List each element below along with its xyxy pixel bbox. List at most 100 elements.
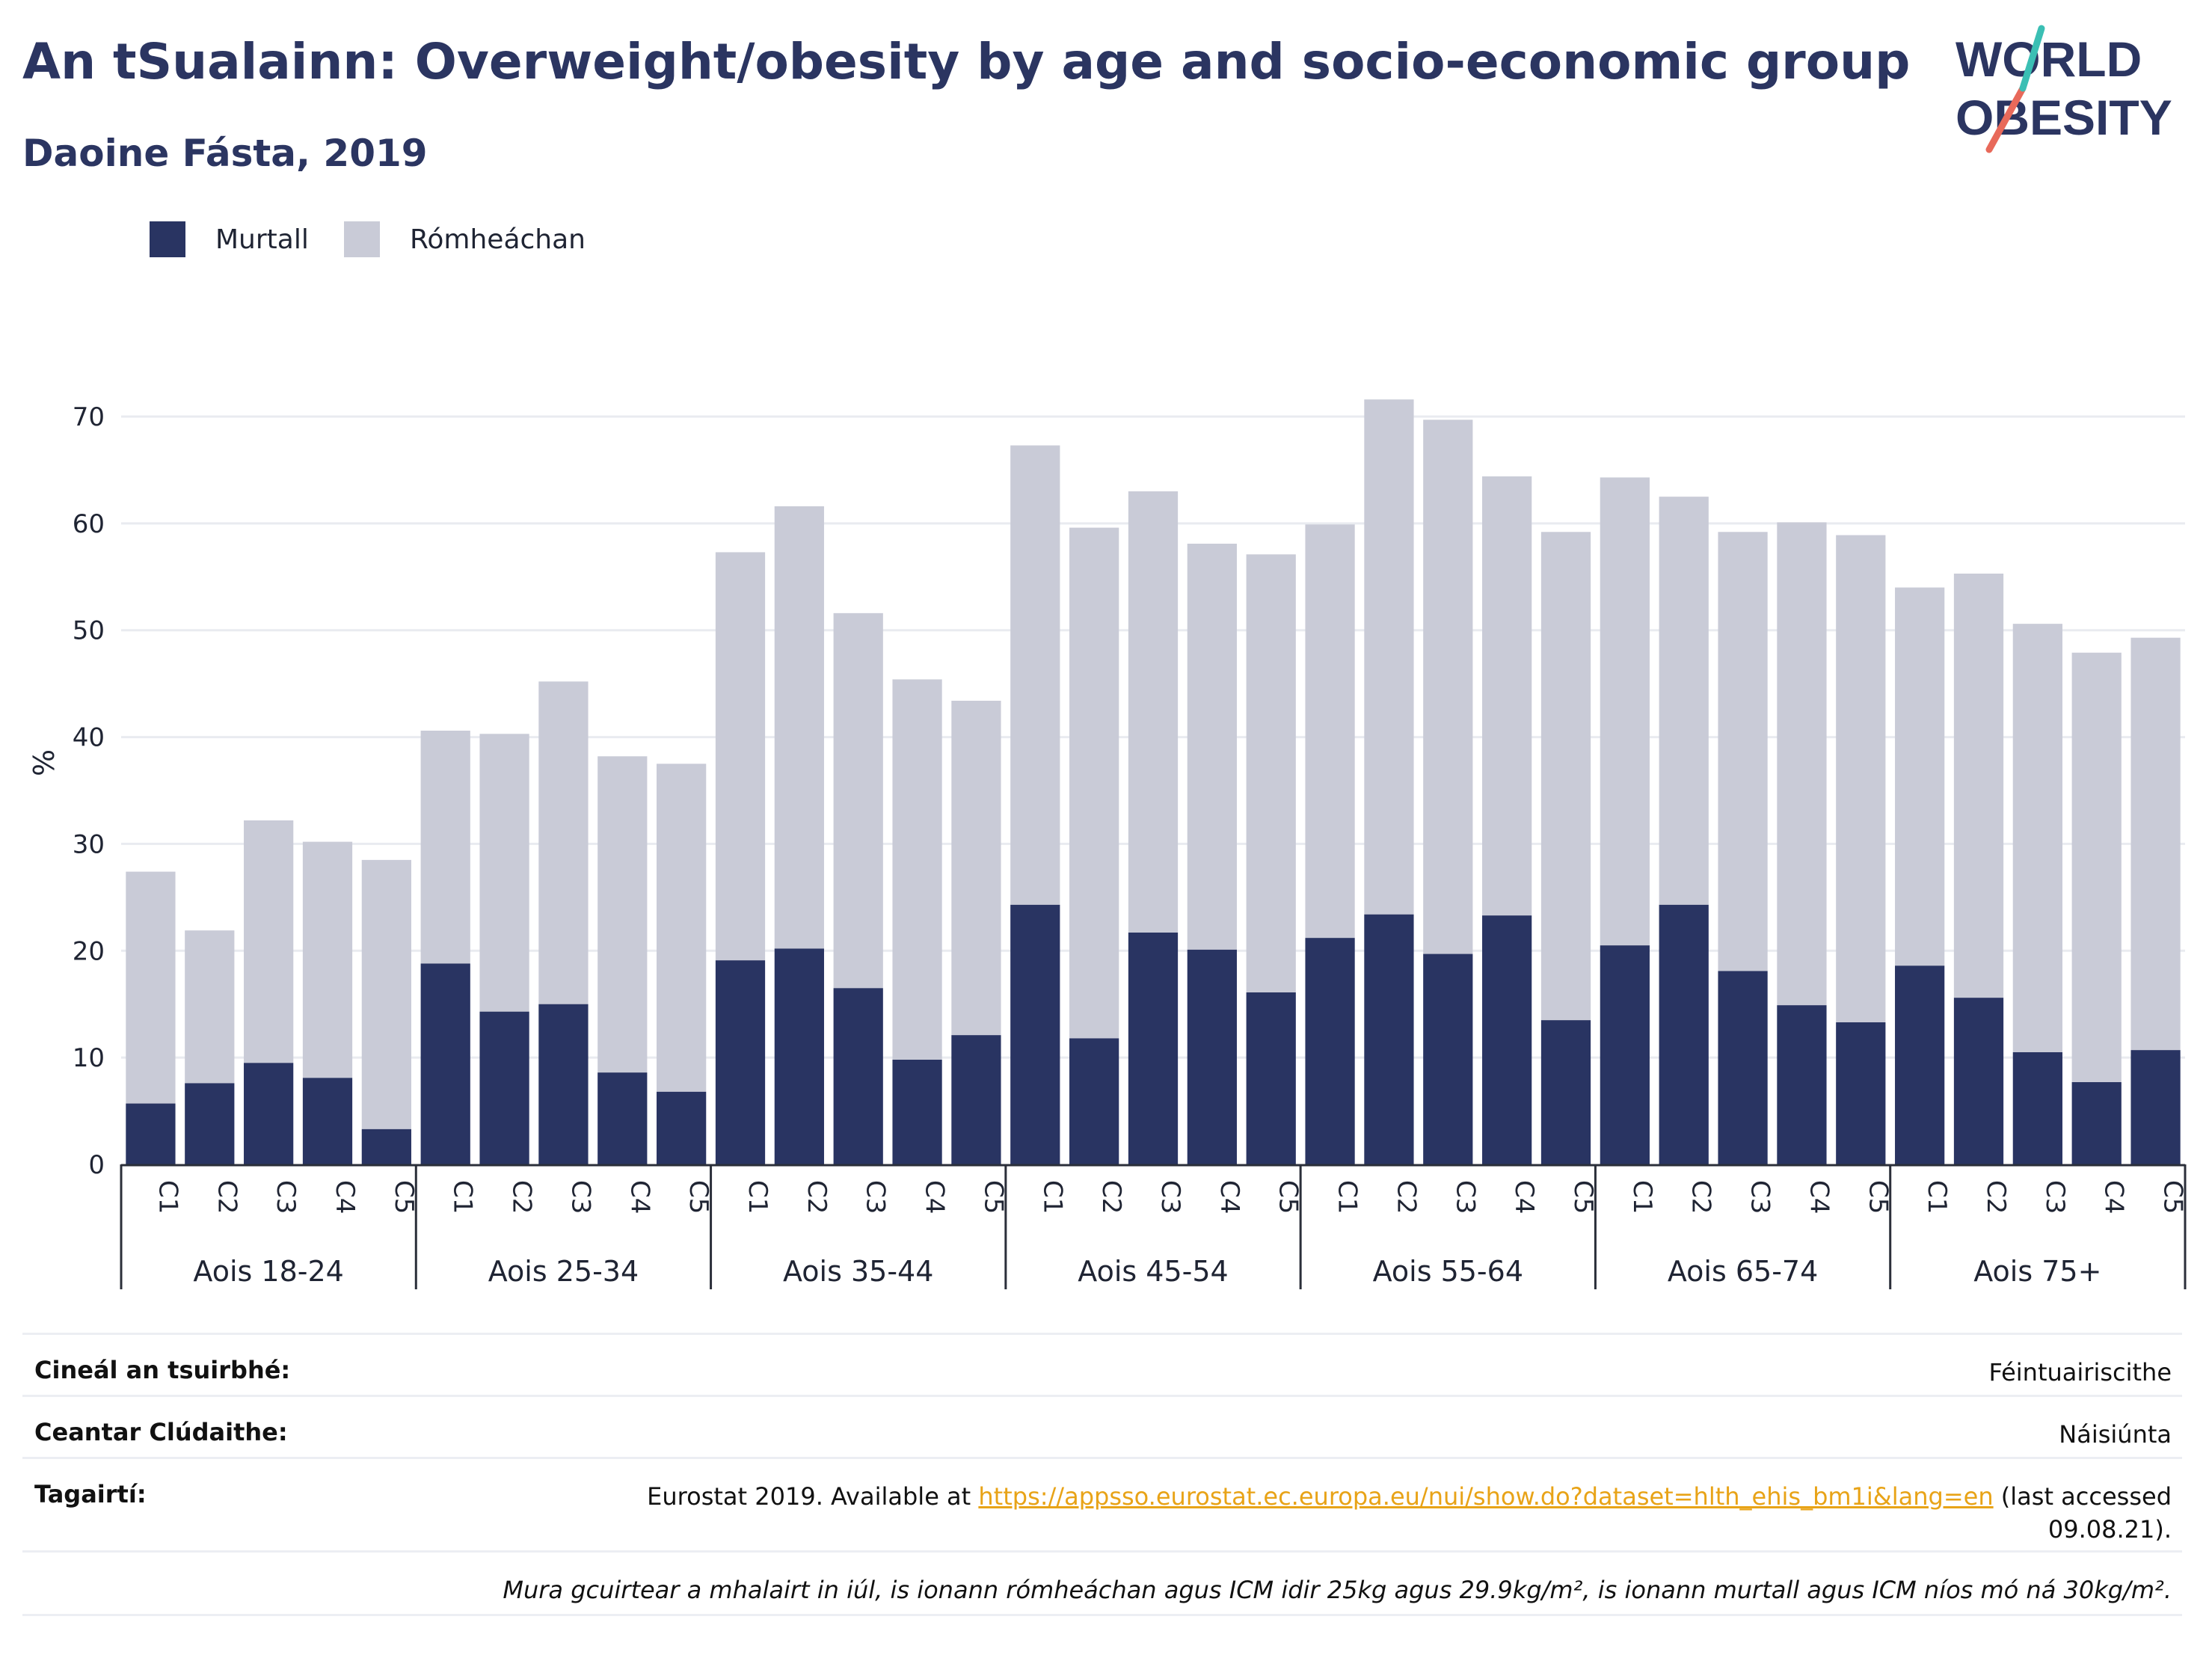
y-tick-label: 30 [73, 829, 105, 859]
x-tick-label: C1 [1333, 1180, 1362, 1214]
bar-romheachan [1836, 535, 1886, 1022]
bar-murtall [2012, 1052, 2062, 1164]
bar-murtall [1718, 971, 1768, 1164]
bar-romheachan [1423, 420, 1473, 954]
chart-subtitle: Daoine Fásta, 2019 [22, 132, 428, 175]
x-tick-label: C1 [448, 1180, 478, 1214]
x-tick-label: C2 [212, 1180, 242, 1214]
reference-link[interactable]: https://appsso.eurostat.ec.europa.eu/nui… [978, 1482, 1994, 1511]
ref-date: 09.08.21). [2047, 1515, 2172, 1544]
x-tick-label: C3 [565, 1180, 595, 1214]
bar-romheachan [1364, 399, 1414, 915]
y-tick-label: 60 [73, 509, 105, 539]
metadata-table: Cineál an tsuirbhé: Féintuairiscithe Cea… [22, 1333, 2182, 1616]
x-tick-label: C4 [1214, 1180, 1244, 1214]
bar-romheachan [1953, 574, 2004, 998]
bar-romheachan [597, 756, 648, 1073]
x-tick-label: C1 [1037, 1180, 1067, 1214]
x-tick-label: C5 [1568, 1180, 1598, 1214]
bar-romheachan [1010, 445, 1060, 905]
x-tick-label: C4 [330, 1180, 360, 1214]
x-tick-label: C2 [1391, 1180, 1421, 1214]
y-tick-label: 10 [73, 1043, 105, 1073]
x-tick-label: C4 [1509, 1180, 1539, 1214]
bar-murtall [657, 1091, 707, 1164]
x-tick-label: C1 [1627, 1180, 1657, 1214]
bar-murtall [1482, 915, 1532, 1164]
bar-murtall [420, 963, 470, 1164]
bar-romheachan [833, 612, 883, 989]
x-tick-label: C4 [920, 1180, 950, 1214]
y-tick-label: 40 [73, 723, 105, 753]
x-tick-label: C2 [1981, 1180, 2011, 1214]
bar-romheachan [1187, 544, 1237, 950]
x-tick-label: C4 [624, 1180, 654, 1214]
bar-romheachan [126, 871, 176, 1104]
bar-romheachan [1777, 522, 1827, 1006]
legend-item-murtall[interactable]: Murtall [150, 218, 309, 260]
logo-word-2: OBESITY [1956, 90, 2172, 145]
bar-murtall [361, 1129, 411, 1164]
bar-murtall [126, 1103, 176, 1164]
meta-row-coverage: Ceantar Clúdaithe: Náisiúnta [22, 1395, 2182, 1457]
bar-romheachan [1128, 491, 1179, 933]
legend-item-romheachan[interactable]: Rómheáchan [344, 218, 586, 260]
chart-title: An tSualainn: Overweight/obesity by age … [22, 33, 1911, 90]
x-tick-label: C1 [153, 1180, 182, 1214]
ref-suffix: (last accessed [1993, 1482, 2172, 1511]
bar-murtall [1364, 914, 1414, 1164]
x-tick-label: C5 [683, 1180, 713, 1214]
bar-romheachan [361, 859, 411, 1129]
bar-murtall [1836, 1022, 1886, 1164]
bar-murtall [1069, 1038, 1119, 1164]
bar-murtall [833, 988, 883, 1164]
bar-romheachan [244, 820, 294, 1063]
bar-romheachan [2071, 652, 2122, 1082]
group-label: Aois 65-74 [1668, 1255, 1818, 1288]
bar-murtall [1423, 954, 1473, 1164]
world-obesity-logo: WORLD OBESITY [1956, 25, 2172, 153]
bar-romheachan [715, 552, 766, 961]
bar-romheachan [2130, 637, 2181, 1051]
bar-murtall [892, 1060, 942, 1164]
bar-romheachan [892, 679, 942, 1060]
meta-val-references: Eurostat 2019. Available at https://apps… [647, 1480, 2172, 1546]
bar-romheachan [1718, 532, 1768, 971]
bar-murtall [1010, 904, 1060, 1164]
x-tick-label: C1 [743, 1180, 772, 1214]
y-tick-label: 20 [73, 936, 105, 966]
bar-murtall [1659, 904, 1709, 1164]
logo-slash-red [1985, 85, 2027, 153]
bar-romheachan [1895, 587, 1945, 966]
bar-murtall [185, 1083, 235, 1164]
bar-murtall [479, 1011, 529, 1164]
bar-romheachan [657, 764, 707, 1092]
bar-murtall [715, 960, 766, 1164]
legend-label-murtall: Murtall [215, 224, 309, 255]
x-tick-label: C4 [1804, 1180, 1834, 1214]
bar-romheachan [1305, 524, 1355, 939]
meta-row-note: Mura gcuirtear a mhalairt in iúl, is ion… [22, 1550, 2182, 1616]
y-tick-label: 50 [73, 616, 105, 646]
group-label: Aois 18-24 [193, 1255, 343, 1288]
legend-swatch-murtall [150, 221, 185, 257]
bar-romheachan [1540, 532, 1591, 1021]
bar-murtall [1600, 945, 1650, 1164]
meta-key-references: Tagairtí: [34, 1480, 147, 1508]
meta-val-coverage: Náisiúnta [2059, 1420, 2172, 1449]
bar-murtall [2071, 1082, 2122, 1164]
bar-murtall [1540, 1020, 1591, 1164]
logo-word-1: WORLD [1956, 31, 2142, 87]
bar-chart: 0 10 20 30 40 50 60 70% C1 C2 C3 C4 C5 C1 C2 C3 C4 C5 C1 C2… [28, 399, 2188, 1289]
x-tick-label: C5 [389, 1180, 419, 1214]
meta-key-coverage: Ceantar Clúdaithe: [34, 1418, 288, 1446]
group-label: Aois 45-54 [1078, 1255, 1228, 1288]
x-tick-label: C2 [802, 1180, 832, 1214]
group-label: Aois 55-64 [1373, 1255, 1523, 1288]
x-tick-label: C3 [1450, 1180, 1480, 1214]
bar-romheachan [1659, 497, 1709, 905]
x-tick-label: C5 [2158, 1180, 2188, 1214]
y-tick-label: 0 [88, 1150, 105, 1180]
x-tick-label: C3 [271, 1180, 301, 1214]
x-tick-label: C5 [1863, 1180, 1893, 1214]
